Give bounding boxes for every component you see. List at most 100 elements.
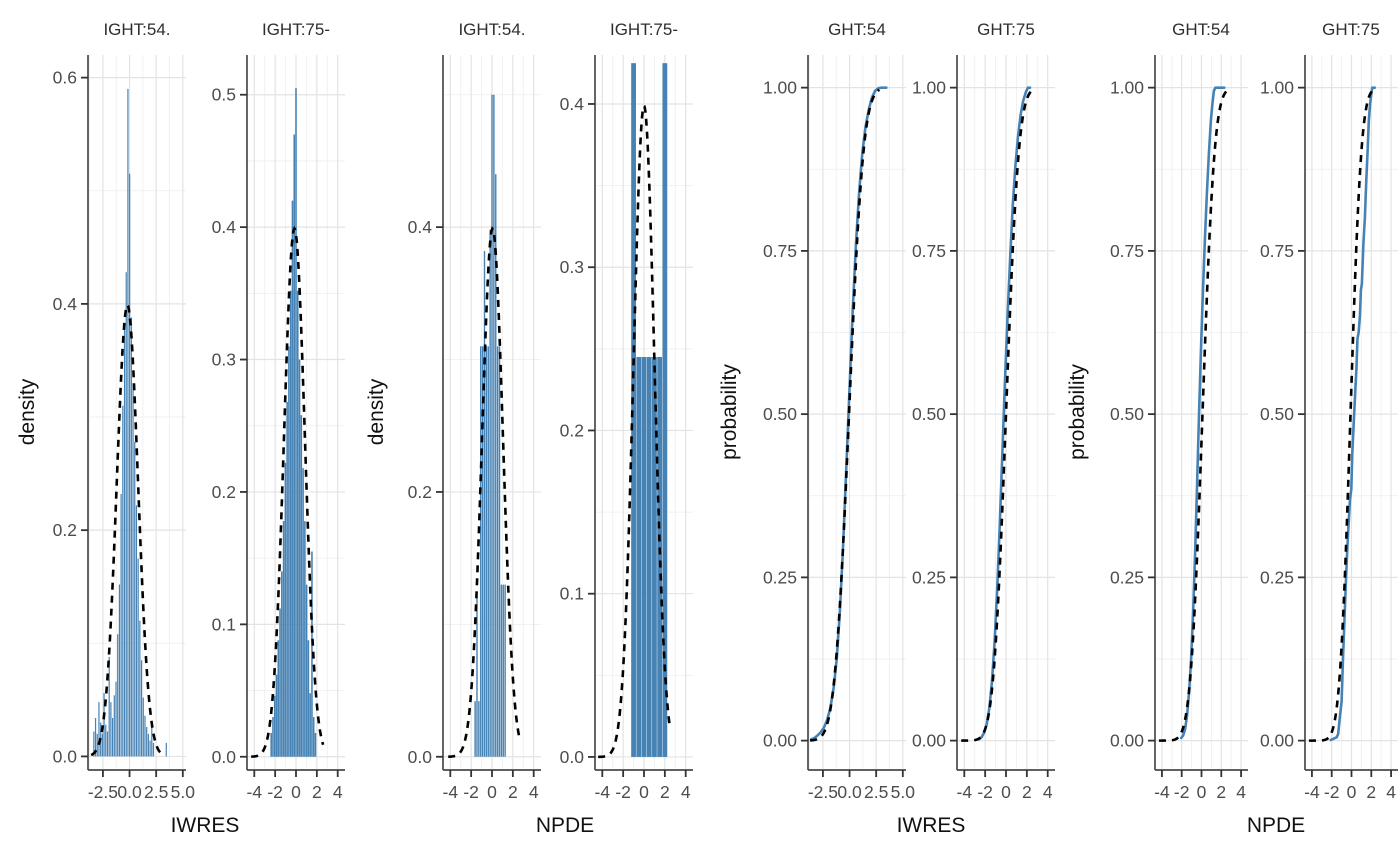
- x-axis-title: NPDE: [535, 814, 595, 837]
- histogram-bar: [293, 134, 296, 757]
- histogram-bar: [662, 63, 668, 757]
- x-tick-label: -2: [267, 782, 283, 802]
- histogram-bar: [98, 702, 100, 757]
- x-tick-label: 0.0: [837, 782, 862, 802]
- y-tick-label: 0.00: [763, 731, 797, 751]
- histogram-bar: [152, 742, 155, 757]
- histogram-bar: [304, 521, 306, 757]
- y-tick-label: 0.50: [1110, 404, 1144, 424]
- histogram-bar: [496, 346, 499, 757]
- histogram-bar: [480, 346, 482, 757]
- y-tick-label: 0.0: [560, 747, 585, 767]
- y-axis-title: probability: [1066, 364, 1089, 460]
- x-tick-label: 0: [1347, 782, 1357, 802]
- x-tick-label: 4: [333, 782, 343, 802]
- histogram-bar: [498, 346, 501, 757]
- reference-normal-curve: [1158, 90, 1228, 742]
- x-axis-title: IWRES: [896, 814, 966, 837]
- histogram-bar: [311, 551, 313, 757]
- histogram-bar: [286, 401, 288, 757]
- y-tick-label: 1.00: [763, 78, 797, 98]
- y-tick-label: 0.4: [212, 217, 237, 237]
- facet-strip-label: GHT:54: [828, 20, 886, 39]
- histogram-bar: [481, 346, 484, 757]
- histogram-bar: [129, 173, 131, 757]
- histogram-bar: [96, 733, 98, 757]
- y-tick-label: 0.1: [560, 584, 584, 604]
- histogram-bar: [657, 356, 663, 757]
- ecdf-line: [1179, 86, 1226, 740]
- histogram-bar: [636, 356, 642, 757]
- y-axis-title: density: [365, 378, 388, 446]
- facet-strip-label: GHT:54: [1172, 20, 1230, 39]
- y-tick-label: 0.5: [212, 85, 236, 105]
- histogram-bar: [652, 356, 657, 757]
- histogram-bar: [132, 383, 134, 757]
- histogram-bar: [298, 359, 301, 757]
- histogram-bar: [478, 701, 480, 757]
- histogram-bar: [105, 724, 107, 757]
- x-tick-label: -4: [247, 782, 263, 802]
- y-tick-label: 0.2: [560, 420, 584, 440]
- histogram-bar: [296, 290, 299, 757]
- histogram-bar: [110, 702, 112, 757]
- reference-normal-curve: [251, 225, 325, 758]
- y-tick-label: 0.2: [53, 520, 77, 540]
- y-tick-label: 0.4: [408, 217, 433, 237]
- histogram-bar: [489, 229, 491, 757]
- x-tick-label: 0: [1001, 782, 1011, 802]
- histogram-bar: [288, 346, 290, 757]
- x-tick-label: -4: [1304, 782, 1320, 802]
- reference-normal-curve: [90, 302, 165, 757]
- histogram-bar: [275, 674, 278, 757]
- histogram-bar: [487, 346, 489, 757]
- x-tick-label: 4: [1043, 782, 1053, 802]
- histogram-bar: [122, 405, 124, 757]
- y-tick-label: 0.25: [763, 567, 797, 587]
- x-tick-label: -2: [977, 782, 993, 802]
- y-tick-label: 0.25: [1260, 567, 1294, 587]
- histogram-bar: [127, 88, 129, 757]
- y-tick-label: 0.2: [212, 482, 236, 502]
- ecdf-line: [977, 86, 1032, 741]
- y-tick-label: 0.1: [212, 614, 236, 634]
- facet-strip-label: IGHT:75-: [261, 20, 331, 39]
- x-axis-title: IWRES: [170, 814, 240, 837]
- histogram-bar: [120, 493, 122, 757]
- histogram-bar: [277, 640, 280, 757]
- histogram-bar: [113, 695, 115, 757]
- y-tick-label: 0.50: [912, 404, 946, 424]
- x-tick-label: -2.5: [88, 782, 118, 802]
- histogram-bar: [137, 558, 139, 757]
- histogram-bar: [641, 356, 647, 757]
- histogram-bar: [270, 732, 272, 757]
- x-tick-label: 2: [1216, 782, 1226, 802]
- histogram-bar: [291, 200, 294, 757]
- x-tick-label: 4: [1236, 782, 1246, 802]
- x-tick-label: 4: [1386, 782, 1396, 802]
- x-tick-label: -2: [1174, 782, 1190, 802]
- x-tick-label: -4: [957, 782, 973, 802]
- histogram-bar: [631, 63, 636, 757]
- histogram-bar: [289, 290, 292, 757]
- y-tick-label: 0.0: [212, 747, 237, 767]
- x-tick-label: 2: [660, 782, 670, 802]
- histogram-bar: [93, 731, 95, 757]
- histogram-bar: [305, 584, 308, 757]
- facet-strip-label: IGHT:54.: [458, 20, 526, 39]
- histogram-bar: [502, 584, 504, 757]
- y-tick-label: 0.00: [912, 731, 946, 751]
- histogram-bar: [135, 505, 138, 757]
- histogram-bar: [123, 328, 126, 757]
- histogram-bar: [115, 681, 117, 757]
- y-tick-label: 0.75: [763, 241, 797, 261]
- x-axis-title: NPDE: [1246, 814, 1306, 837]
- histogram-bar: [284, 462, 287, 757]
- histogram-bar: [483, 250, 486, 757]
- histogram-bar: [504, 584, 506, 757]
- histogram-bar: [149, 740, 151, 757]
- histogram-bar: [144, 715, 146, 757]
- y-tick-label: 1.00: [1110, 78, 1144, 98]
- histogram-bar: [493, 94, 495, 757]
